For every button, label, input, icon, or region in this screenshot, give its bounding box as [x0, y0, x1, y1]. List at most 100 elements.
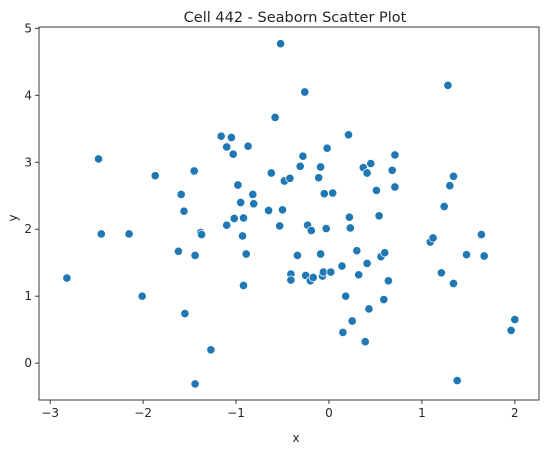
scatter-point	[237, 231, 248, 241]
scatter-point	[62, 273, 72, 283]
scatter-point	[354, 270, 364, 280]
scatter-point	[222, 220, 232, 230]
scatter-point	[277, 205, 288, 215]
scatter-point	[322, 143, 332, 153]
scatter-point	[445, 181, 455, 191]
scatter-point	[248, 189, 258, 199]
scatter-point	[176, 189, 186, 199]
scatter-point	[387, 165, 397, 175]
scatter-point	[266, 168, 276, 178]
scatter-point	[236, 197, 246, 208]
scatter-point	[344, 212, 354, 222]
scatter-point	[371, 185, 381, 195]
scatter-point	[316, 162, 326, 172]
scatter-point	[124, 229, 134, 239]
scatter-point	[337, 261, 347, 271]
scatter-point	[316, 249, 326, 259]
scatter-point	[222, 142, 232, 152]
scatter-point	[295, 161, 305, 171]
scatter-point	[190, 250, 200, 260]
scatter-point	[362, 258, 372, 268]
scatter-point	[314, 173, 324, 183]
scatter-point	[364, 304, 374, 314]
scatter-point	[379, 295, 389, 305]
scatter-point	[380, 248, 390, 258]
scatter-point	[362, 168, 372, 178]
x-axis-label: x	[292, 431, 299, 445]
scatter-point	[179, 206, 189, 216]
scatter-point	[374, 211, 384, 221]
scatter-point	[286, 275, 296, 285]
scatter-point	[510, 315, 520, 325]
scatter-point	[229, 213, 239, 224]
scatter-point	[390, 182, 400, 192]
scatter-point	[443, 80, 453, 90]
scatter-point	[233, 180, 243, 190]
x-tick-label: −3	[41, 406, 59, 420]
scatter-point	[341, 291, 351, 301]
scatter-point	[93, 154, 104, 164]
scatter-point	[238, 213, 249, 223]
scatter-point	[96, 229, 106, 239]
y-tick-label: 0	[24, 356, 32, 370]
scatter-point	[150, 171, 160, 181]
scatter-point	[226, 132, 236, 143]
x-tick-label: 0	[325, 406, 333, 420]
x-tick-label: 2	[511, 406, 519, 420]
x-tick-label: −2	[134, 406, 152, 420]
axes: −3 −2 −1 0 1 2 0 1 2 3 4 5	[24, 21, 518, 420]
scatter-point	[319, 189, 329, 199]
scatter-point	[190, 379, 200, 389]
x-tick-label: −1	[227, 406, 245, 420]
scatter-point	[366, 159, 376, 169]
plot-frame	[38, 26, 540, 401]
scatter-point	[292, 250, 302, 260]
scatter-point	[461, 250, 472, 260]
scatter-point	[216, 131, 226, 141]
scatter-point	[306, 226, 316, 236]
data-points	[62, 39, 520, 389]
chart-title: Cell 442 - Seaborn Scatter Plot	[184, 10, 407, 26]
scatter-point	[270, 112, 280, 122]
scatter-point	[300, 87, 310, 97]
scatter-point	[326, 267, 336, 277]
y-tick-label: 4	[24, 88, 32, 102]
scatter-point	[285, 173, 295, 183]
scatter-point	[476, 230, 486, 240]
scatter-point	[137, 291, 147, 301]
scatter-point	[238, 280, 249, 291]
scatter-point	[298, 151, 308, 161]
y-tick-label: 3	[24, 155, 32, 169]
scatter-point	[197, 230, 207, 240]
scatter-point	[479, 251, 489, 261]
scatter-point	[360, 337, 370, 347]
scatter-point	[448, 278, 459, 289]
scatter-point	[452, 376, 462, 386]
y-tick-label: 2	[24, 222, 32, 236]
scatter-point	[243, 141, 253, 151]
y-tick-label: 1	[24, 289, 32, 303]
x-tick-label: 1	[418, 406, 426, 420]
y-axis-label: y	[6, 214, 20, 221]
scatter-point	[206, 345, 216, 355]
scatter-point	[189, 166, 199, 176]
scatter-point	[428, 233, 438, 243]
y-tick-label: 5	[24, 21, 32, 35]
scatter-point	[436, 268, 446, 278]
scatter-point	[352, 246, 362, 256]
scatter-point	[328, 188, 338, 198]
scatter-point	[343, 130, 354, 140]
scatter-point	[308, 272, 318, 283]
scatter-point	[448, 171, 459, 181]
scatter-point	[173, 246, 183, 256]
scatter-point	[345, 223, 355, 233]
scatter-point	[338, 327, 348, 337]
scatter-point	[321, 224, 331, 234]
scatter-point	[506, 325, 516, 335]
scatter-point	[276, 39, 286, 49]
scatter-point	[275, 221, 285, 231]
scatter-point	[228, 149, 238, 159]
scatter-point	[249, 199, 259, 209]
scatter-point	[264, 205, 274, 216]
